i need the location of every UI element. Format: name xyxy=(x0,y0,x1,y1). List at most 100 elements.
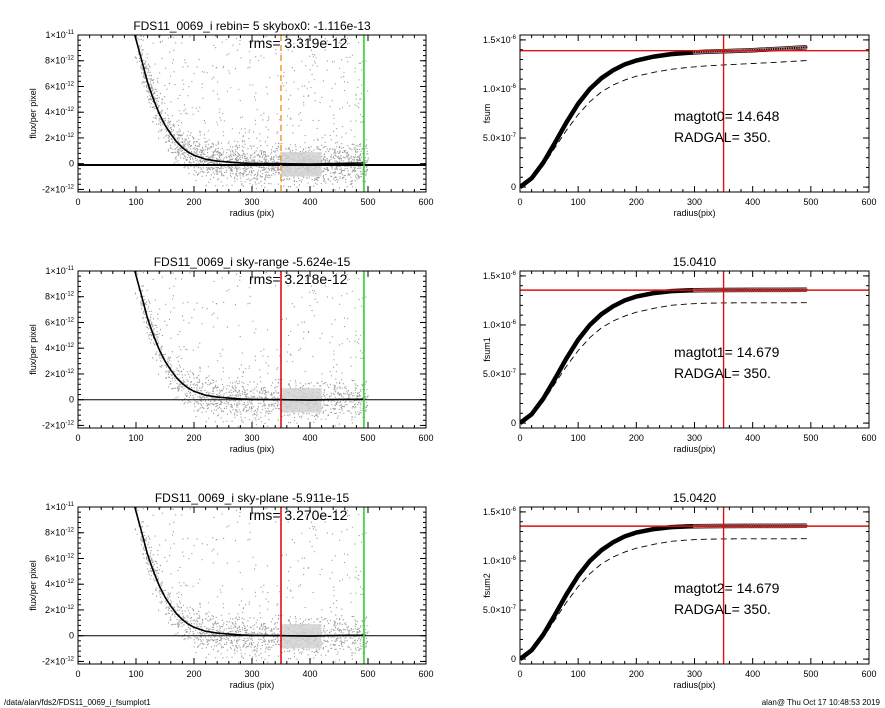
y-tick-label: 0 xyxy=(511,654,516,664)
x-tick-label: 500 xyxy=(360,669,375,679)
y-tick-label: 0 xyxy=(69,631,74,641)
y-tick-label: 1×10-11 xyxy=(45,502,74,512)
x-tick-label: 500 xyxy=(803,433,818,443)
y-tick-label: 0 xyxy=(69,159,74,169)
rms-annotation: rms= 3.270e-12 xyxy=(249,507,348,523)
panel-title: FDS11_0069_i rebin= 5 skybox0: -1.116e-1… xyxy=(133,19,371,33)
panel-title: 15.0410 xyxy=(673,255,717,269)
x-tick-label: 100 xyxy=(128,197,143,207)
scatter-points xyxy=(134,507,369,664)
y-tick-label: 8×10-12 xyxy=(45,292,75,302)
x-tick-label: 400 xyxy=(302,669,317,679)
y-tick-label: 1.5×10-6 xyxy=(483,35,517,45)
y-tick-label: 2×10-12 xyxy=(45,369,75,379)
magtot-annotation: magtot2= 14.679 xyxy=(674,580,780,596)
y-tick-label: 6×10-12 xyxy=(45,553,75,563)
panel-title: FDS11_0069_i sky-range -5.624e-15 xyxy=(154,255,351,269)
y-tick-label: 2×10-12 xyxy=(45,133,75,143)
radgal-annotation: RADGAL= 350. xyxy=(674,601,771,617)
y-tick-label: 5.0×10-7 xyxy=(483,605,517,615)
plot-area xyxy=(78,35,426,192)
x-tick-label: 600 xyxy=(418,433,433,443)
y-tick-label: 5.0×10-7 xyxy=(483,133,517,143)
plot-area xyxy=(520,507,869,664)
y-tick-label: 1.5×10-6 xyxy=(483,271,517,281)
magtot-annotation: magtot1= 14.679 xyxy=(674,344,780,360)
y-axis-label: fsum2 xyxy=(482,573,492,598)
panel-left-2: rms= 3.218e-12 0 100 200 300 400 500 600 radius … xyxy=(28,255,434,454)
y-axis-label: fsum xyxy=(482,104,492,124)
plot-area xyxy=(520,271,869,428)
scatter-points xyxy=(134,271,369,428)
panel-left-1: rms= 3.319e-12 0 100 200 300 400 500 600 radius … xyxy=(28,19,434,218)
y-tick-label: 4×10-12 xyxy=(45,343,75,353)
y-tick-label: 6×10-12 xyxy=(45,317,75,327)
radial-profile-line xyxy=(134,271,364,401)
y-tick-label: 1.0×10-6 xyxy=(483,320,517,330)
x-tick-label: 200 xyxy=(629,433,644,443)
x-axis-label: radius (pix) xyxy=(230,444,275,454)
magtot-annotation: magtot0= 14.648 xyxy=(674,108,780,124)
x-axis-label: radius(pix) xyxy=(673,208,715,218)
x-tick-label: 300 xyxy=(687,433,702,443)
x-tick-label: 600 xyxy=(418,197,433,207)
y-tick-label: 2×10-12 xyxy=(45,605,75,615)
x-tick-label: 600 xyxy=(861,433,876,443)
x-tick-label: 0 xyxy=(517,433,522,443)
y-tick-label: 1.5×10-6 xyxy=(483,507,517,517)
x-tick-label: 600 xyxy=(418,669,433,679)
x-tick-label: 0 xyxy=(75,669,80,679)
y-tick-label: 1.0×10-6 xyxy=(483,84,517,94)
x-tick-label: 400 xyxy=(302,197,317,207)
x-tick-label: 400 xyxy=(745,669,760,679)
x-tick-label: 600 xyxy=(861,669,876,679)
y-tick-label: -2×10-12 xyxy=(42,420,75,430)
y-axis-label: flux/per pixel xyxy=(28,560,38,611)
radial-profile-line xyxy=(134,507,364,637)
x-tick-label: 100 xyxy=(571,433,586,443)
radgal-annotation: RADGAL= 350. xyxy=(674,129,771,145)
radgal-annotation: RADGAL= 350. xyxy=(674,365,771,381)
y-tick-label: 5.0×10-7 xyxy=(483,369,517,379)
x-axis-label: radius(pix) xyxy=(673,444,715,454)
plot-area xyxy=(520,35,869,192)
panel-title: FDS11_0069_i sky-plane -5.911e-15 xyxy=(155,491,350,505)
y-tick-label: -2×10-12 xyxy=(42,184,75,194)
plot-area xyxy=(78,271,426,428)
y-tick-label: -2×10-12 xyxy=(42,656,75,666)
x-tick-label: 0 xyxy=(75,433,80,443)
x-tick-label: 300 xyxy=(244,197,259,207)
x-axis-label: radius (pix) xyxy=(230,208,275,218)
x-tick-label: 400 xyxy=(302,433,317,443)
x-tick-label: 200 xyxy=(629,197,644,207)
y-tick-label: 1×10-11 xyxy=(45,30,74,40)
x-tick-label: 100 xyxy=(128,669,143,679)
y-tick-label: 0 xyxy=(69,395,74,405)
x-tick-label: 100 xyxy=(571,197,586,207)
panel-left-3: rms= 3.270e-12 0 100 200 300 400 500 600 radius … xyxy=(28,491,434,690)
footer-path: /data/alan/fds2/FDS11_0069_i_fsumplot1 xyxy=(4,698,151,707)
x-tick-label: 500 xyxy=(360,197,375,207)
x-axis-label: radius(pix) xyxy=(673,680,715,690)
y-tick-label: 4×10-12 xyxy=(45,579,75,589)
rms-annotation: rms= 3.218e-12 xyxy=(249,271,348,287)
panel-right-3: magtot2= 14.679 RADGAL= 350. 0 100 200 300 400… xyxy=(482,491,877,690)
y-tick-label: 4×10-12 xyxy=(45,107,75,117)
x-tick-label: 400 xyxy=(745,433,760,443)
y-tick-label: 6×10-12 xyxy=(45,81,75,91)
x-tick-label: 600 xyxy=(861,197,876,207)
x-tick-label: 100 xyxy=(128,433,143,443)
x-tick-label: 500 xyxy=(803,669,818,679)
x-axis-label: radius (pix) xyxy=(230,680,275,690)
x-tick-label: 200 xyxy=(629,669,644,679)
y-tick-label: 8×10-12 xyxy=(45,528,75,538)
x-tick-label: 200 xyxy=(186,433,201,443)
radial-profile-line xyxy=(134,35,364,165)
y-tick-label: 0 xyxy=(511,182,516,192)
x-tick-label: 200 xyxy=(186,197,201,207)
footer-user-date: alan@ Thu Oct 17 10:48:53 2019 xyxy=(762,698,881,707)
x-tick-label: 300 xyxy=(244,433,259,443)
plot-area xyxy=(78,507,426,664)
y-tick-label: 8×10-12 xyxy=(45,56,75,66)
